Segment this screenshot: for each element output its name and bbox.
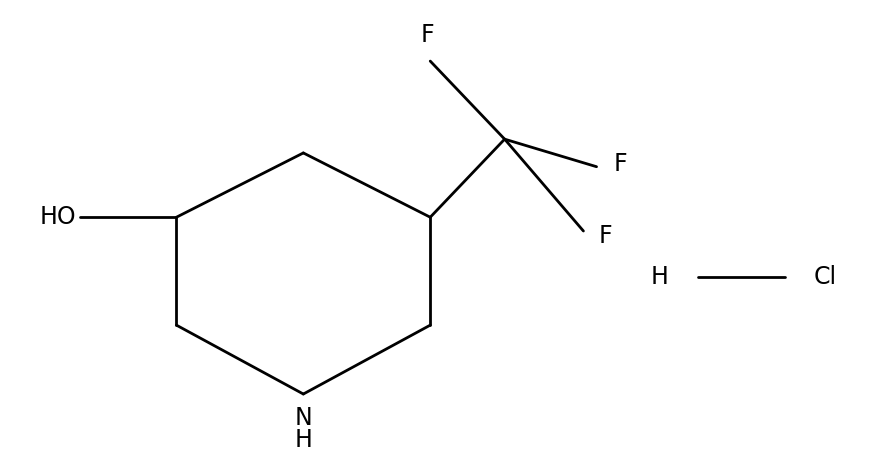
Text: F: F bbox=[597, 224, 611, 248]
Text: N: N bbox=[294, 407, 312, 431]
Text: F: F bbox=[420, 23, 434, 47]
Text: HO: HO bbox=[39, 205, 75, 229]
Text: F: F bbox=[613, 152, 627, 176]
Text: Cl: Cl bbox=[813, 265, 836, 289]
Text: H: H bbox=[294, 428, 312, 452]
Text: H: H bbox=[650, 265, 667, 289]
